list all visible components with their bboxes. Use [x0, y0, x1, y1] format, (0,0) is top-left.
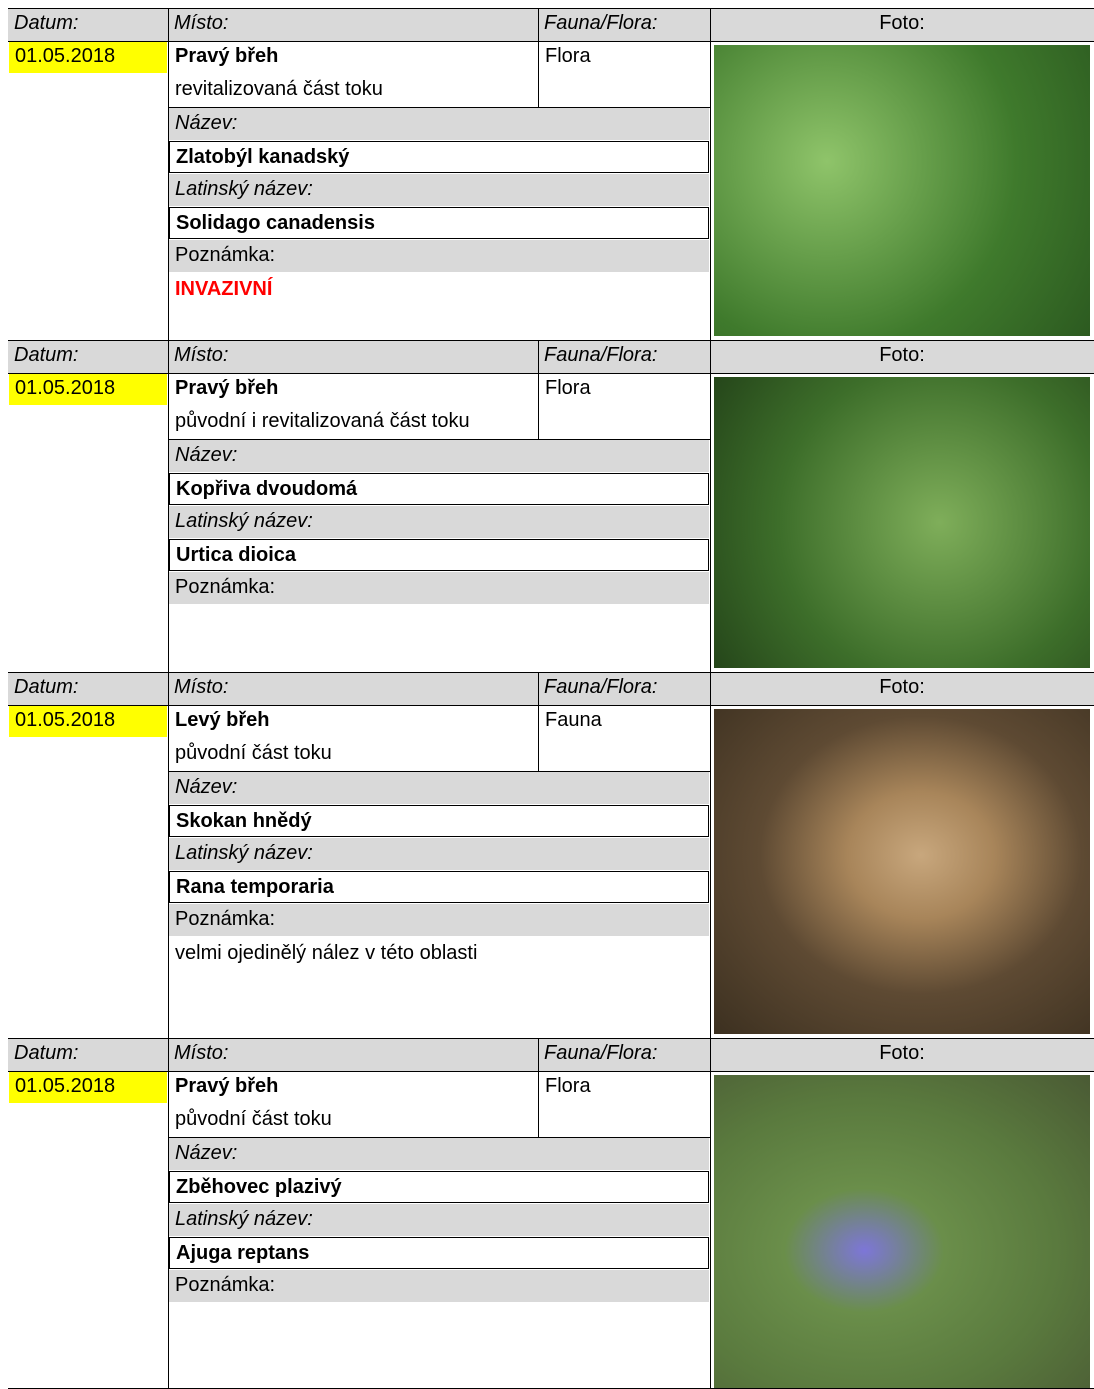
photo-label: Foto:: [710, 8, 1094, 41]
name: Zlatobýl kanadský: [169, 141, 709, 173]
date-label: Datum:: [8, 672, 168, 705]
row-line: [168, 439, 710, 440]
latin-label: Latinský název:: [169, 174, 709, 206]
row-line: [8, 672, 1094, 673]
row-line: [168, 771, 710, 772]
note-label: Poznámka:: [169, 1270, 709, 1302]
row-line: [8, 1038, 1094, 1039]
place-label: Místo:: [168, 672, 538, 705]
date-label: Datum:: [8, 340, 168, 373]
name: Skokan hnědý: [169, 805, 709, 837]
column-line: [168, 340, 169, 672]
place-detail: revitalizovaná část toku: [175, 78, 383, 100]
column-line: [710, 672, 711, 1038]
latin: Rana temporaria: [169, 871, 709, 903]
name-label: Název:: [169, 440, 709, 472]
type-label: Fauna/Flora:: [538, 8, 710, 41]
date-label: Datum:: [8, 1038, 168, 1071]
date: 01.05.2018: [9, 706, 167, 737]
date: 01.05.2018: [9, 1072, 167, 1103]
column-line: [538, 41, 539, 107]
photo: [714, 709, 1090, 1034]
place: Pravý břeh: [175, 1075, 279, 1097]
column-line: [538, 373, 539, 439]
place-label: Místo:: [168, 8, 538, 41]
place-detail: původní i revitalizovaná část toku: [175, 410, 470, 432]
latin: Ajuga reptans: [169, 1237, 709, 1269]
date: 01.05.2018: [9, 42, 167, 73]
place: Levý břeh: [175, 709, 270, 731]
name-label: Název:: [169, 108, 709, 140]
type-label: Fauna/Flora:: [538, 1038, 710, 1071]
name-label: Název:: [169, 1138, 709, 1170]
place-label: Místo:: [168, 1038, 538, 1071]
latin: Solidago canadensis: [169, 207, 709, 239]
column-line: [710, 340, 711, 672]
photo: [714, 1075, 1090, 1389]
column-line: [168, 1038, 169, 1389]
note-label: Poznámka:: [169, 904, 709, 936]
latin-label: Latinský název:: [169, 506, 709, 538]
type-label: Fauna/Flora:: [538, 672, 710, 705]
column-line: [710, 8, 711, 340]
type: Flora: [545, 377, 591, 399]
note-label: Poznámka:: [169, 572, 709, 604]
column-line: [538, 1071, 539, 1137]
date: 01.05.2018: [9, 374, 167, 405]
photo-label: Foto:: [710, 1038, 1094, 1071]
column-line: [710, 1038, 711, 1389]
photo-label: Foto:: [710, 672, 1094, 705]
photo-label: Foto:: [710, 340, 1094, 373]
place-detail: původní část toku: [175, 1108, 332, 1130]
column-line: [168, 8, 169, 340]
row-line: [8, 8, 1094, 9]
place-detail: původní část toku: [175, 742, 332, 764]
type: Flora: [545, 45, 591, 67]
name: Zběhovec plazivý: [169, 1171, 709, 1203]
note: INVAZIVNÍ: [175, 278, 273, 300]
latin-label: Latinský název:: [169, 1204, 709, 1236]
type-label: Fauna/Flora:: [538, 340, 710, 373]
row-line: [8, 373, 1094, 374]
place: Pravý břeh: [175, 377, 279, 399]
note: velmi ojedinělý nález v této oblasti: [175, 942, 478, 964]
note-label: Poznámka:: [169, 240, 709, 272]
row-line: [8, 705, 1094, 706]
photo: [714, 377, 1090, 668]
row-line: [168, 107, 710, 108]
column-line: [168, 672, 169, 1038]
row-line: [8, 41, 1094, 42]
date-label: Datum:: [8, 8, 168, 41]
row-line: [8, 1071, 1094, 1072]
latin: Urtica dioica: [169, 539, 709, 571]
place: Pravý břeh: [175, 45, 279, 67]
row-line: [168, 1137, 710, 1138]
name: Kopřiva dvoudomá: [169, 473, 709, 505]
row-line: [8, 340, 1094, 341]
photo: [714, 45, 1090, 336]
type: Flora: [545, 1075, 591, 1097]
name-label: Název:: [169, 772, 709, 804]
latin-label: Latinský název:: [169, 838, 709, 870]
place-label: Místo:: [168, 340, 538, 373]
column-line: [538, 705, 539, 771]
type: Fauna: [545, 709, 602, 731]
